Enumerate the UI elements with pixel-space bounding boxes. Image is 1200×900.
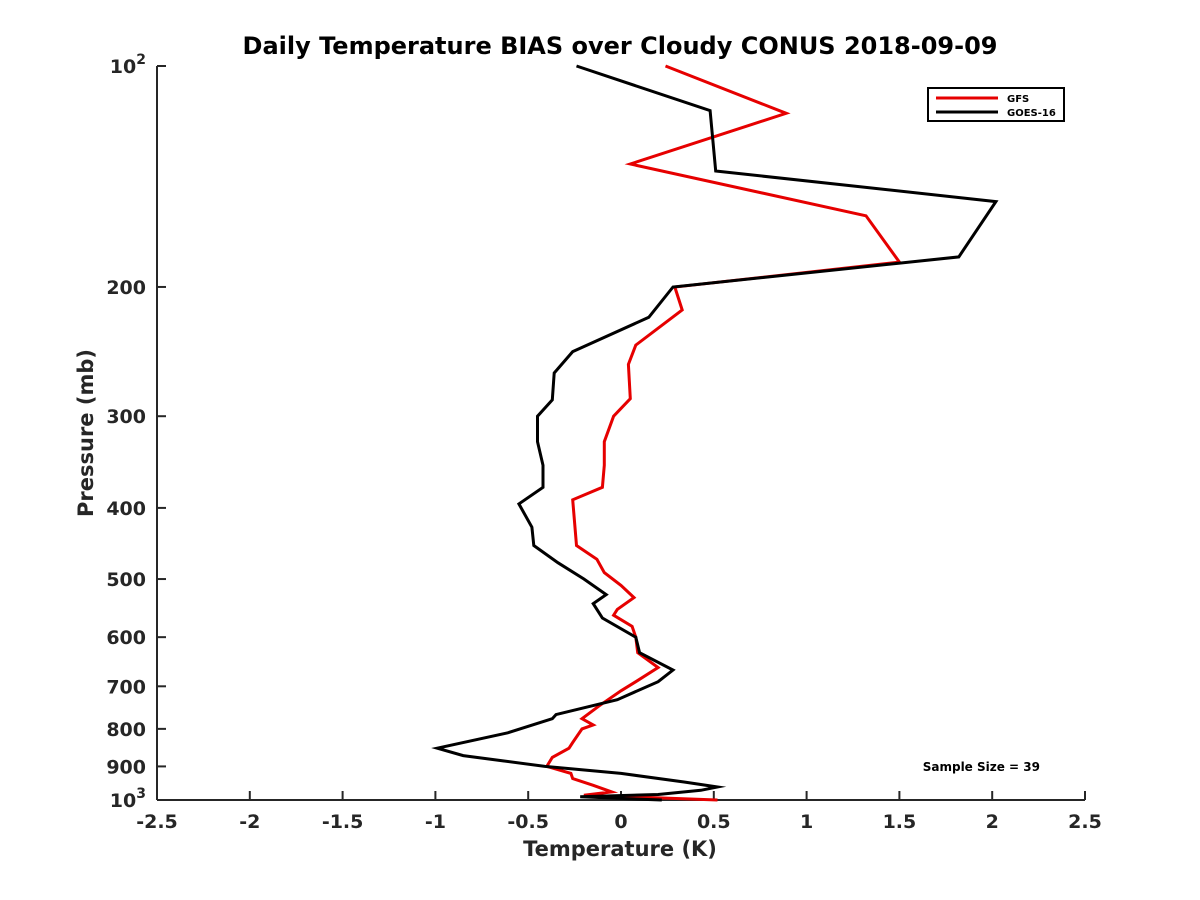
- legend-box: [927, 87, 1065, 122]
- x-tick-label: 0: [614, 811, 627, 833]
- x-tick-label: -2.5: [136, 811, 178, 833]
- y-tick-label: 800: [106, 719, 146, 741]
- x-axis: -2.5 -2 -1.5 -1 -0.5 0 0.5 1 1.5 2 2.5: [136, 791, 1102, 833]
- x-axis-label: Temperature (K): [523, 837, 717, 861]
- y-tick-label: 400: [106, 498, 146, 520]
- legend-label: GFS: [1007, 94, 1029, 105]
- y-axis-label: Pressure (mb): [74, 349, 98, 517]
- x-tick-label: -1: [425, 811, 446, 833]
- x-tick-label: 1: [800, 811, 813, 833]
- y-tick-label: 103: [110, 786, 146, 812]
- y-tick-exponent: 2: [136, 52, 146, 68]
- x-tick-label: -1.5: [322, 811, 364, 833]
- series-line-gfs: [544, 64, 903, 802]
- x-tick-label: 1.5: [883, 811, 917, 833]
- y-tick-base: 10: [110, 790, 136, 812]
- x-tick-label: 2: [986, 811, 999, 833]
- x-tick-label: -0.5: [507, 811, 549, 833]
- y-tick-label: 500: [106, 569, 146, 591]
- y-tick-label: 102: [110, 52, 146, 78]
- x-tick-label: 0.5: [697, 811, 731, 833]
- chart-title: Daily Temperature BIAS over Cloudy CONUS…: [243, 32, 998, 60]
- y-tick-label: 700: [106, 676, 146, 698]
- x-tick-label: 2.5: [1068, 811, 1102, 833]
- y-tick-label: 300: [106, 406, 146, 428]
- x-tick-label: -2: [239, 811, 260, 833]
- y-tick-label: 600: [106, 627, 146, 649]
- series-line-goes-16: [431, 64, 999, 802]
- legend: GFS GOES-16: [927, 87, 1065, 122]
- sample-size-annotation: Sample Size = 39: [923, 760, 1040, 774]
- y-tick-exponent: 3: [136, 786, 146, 802]
- legend-label: GOES-16: [1007, 108, 1056, 119]
- y-tick-base: 10: [110, 56, 136, 78]
- y-tick-label: 900: [106, 756, 146, 778]
- y-tick-label: 200: [106, 277, 146, 299]
- series-group: [431, 64, 999, 802]
